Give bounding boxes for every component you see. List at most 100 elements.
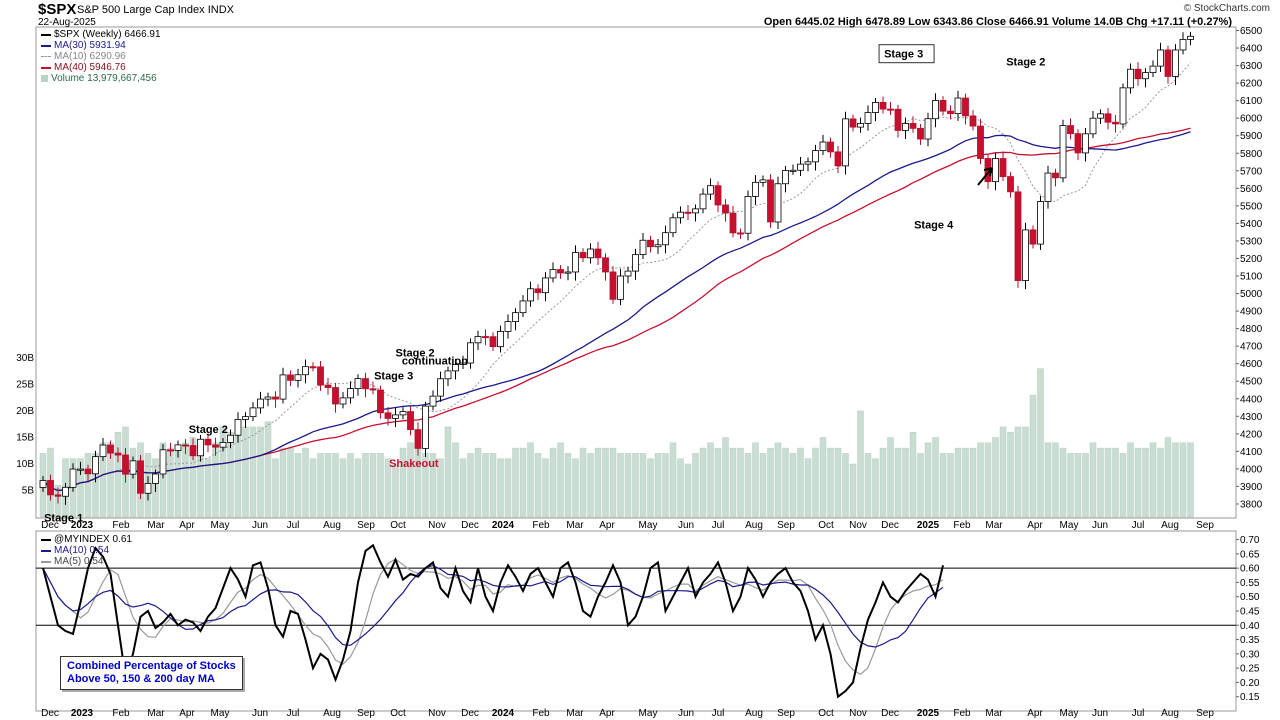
- volume-bar: [444, 426, 452, 518]
- volume-bar: [77, 458, 84, 518]
- volume-bar: [369, 453, 377, 518]
- x-axis-label: Jun: [678, 708, 694, 719]
- volume-bar: [257, 426, 264, 518]
- price-tick-label: 4800: [1240, 324, 1263, 335]
- candle-down: [384, 412, 392, 419]
- x-axis-label: Sep: [777, 520, 795, 531]
- volume-bar: [954, 447, 962, 518]
- volume-bar: [879, 447, 887, 518]
- x-axis-label: Sep: [777, 708, 795, 719]
- volume-bar: [654, 453, 662, 518]
- volume-bar: [639, 453, 647, 518]
- candle-down: [909, 123, 917, 129]
- volume-bar: [347, 453, 354, 518]
- candle-down: [684, 211, 692, 214]
- candle-down: [722, 204, 729, 214]
- candle-up: [197, 438, 204, 457]
- candle-up: [759, 179, 767, 183]
- volume-bar: [1052, 442, 1059, 518]
- volume-bar: [354, 458, 362, 518]
- candle-down: [324, 384, 332, 388]
- candle-down: [947, 110, 954, 115]
- volume-bar: [189, 437, 197, 518]
- volume-bar: [699, 447, 707, 518]
- candle-up: [429, 395, 437, 407]
- candle-up: [1172, 49, 1179, 77]
- candle-up: [699, 193, 707, 210]
- volume-bar: [624, 453, 632, 518]
- candle-down: [84, 468, 92, 475]
- candle-up: [294, 374, 302, 381]
- candle-up: [1179, 39, 1187, 51]
- volume-bar: [984, 442, 992, 518]
- volume-bar: [579, 447, 587, 518]
- volume-bar: [542, 458, 549, 518]
- candle-up: [62, 486, 69, 497]
- candle-down: [482, 336, 489, 339]
- volume-bar: [549, 447, 557, 518]
- indicator-tick-label: 0.70: [1240, 535, 1260, 546]
- volume-bar: [452, 442, 459, 518]
- indicator-ma10-line: [42, 564, 944, 648]
- volume-bar: [632, 453, 639, 518]
- candle-down: [557, 269, 564, 274]
- candle-up: [257, 398, 264, 409]
- x-axis-label: Oct: [390, 520, 406, 531]
- volume-bar: [1187, 442, 1194, 518]
- volume-bar: [84, 453, 92, 518]
- chart-annotation: Stage 1: [44, 513, 83, 525]
- candle-up: [707, 185, 714, 195]
- chart-annotation: Stage 3: [884, 49, 923, 61]
- candle-up: [797, 163, 804, 171]
- price-tick-label: 4300: [1240, 412, 1263, 423]
- x-axis-label: Jul: [1132, 520, 1145, 531]
- volume-bar: [159, 442, 167, 518]
- candle-down: [767, 179, 774, 223]
- x-axis-label: May: [639, 708, 658, 719]
- candle-down: [189, 445, 197, 457]
- candle-up: [347, 388, 354, 399]
- x-axis-label: Mar: [985, 708, 1003, 719]
- price-tick-label: 4900: [1240, 307, 1263, 318]
- x-axis-label: Dec: [881, 708, 899, 719]
- candle-up: [159, 449, 167, 475]
- candle-up: [549, 269, 557, 279]
- indicator-tick-label: 0.55: [1240, 578, 1260, 589]
- price-tick-label: 6400: [1240, 44, 1263, 55]
- volume-bar: [602, 447, 609, 518]
- candle-up: [812, 150, 819, 163]
- candle-down: [609, 271, 617, 300]
- volume-bar: [437, 458, 444, 518]
- candle-up: [1097, 113, 1104, 119]
- volume-tick-label: 30B: [16, 353, 34, 364]
- chart-date: 22-Aug-2025: [38, 17, 96, 28]
- volume-tick-label: 5B: [22, 486, 35, 497]
- x-axis-label: Jun: [1092, 708, 1108, 719]
- volume-bar: [399, 447, 407, 518]
- volume-bar: [174, 447, 182, 518]
- candle-up: [992, 158, 999, 183]
- candle-down: [1014, 191, 1022, 281]
- candle-up: [954, 97, 962, 115]
- candle-down: [107, 444, 114, 454]
- candle-up: [422, 405, 429, 449]
- indicator-tick-label: 0.40: [1240, 621, 1260, 632]
- candle-up: [474, 336, 482, 344]
- volume-bar: [662, 453, 669, 518]
- stage4-arrow: [977, 167, 993, 186]
- candle-up: [857, 123, 864, 128]
- x-axis-label: Jul: [287, 520, 300, 531]
- volume-bar: [999, 426, 1007, 518]
- candle-up: [444, 370, 452, 380]
- x-axis-label: Jul: [712, 708, 725, 719]
- price-tick-label: 6500: [1240, 26, 1263, 37]
- volume-bar: [782, 447, 789, 518]
- volume-bar: [1007, 431, 1014, 518]
- volume-bar: [1112, 447, 1119, 518]
- candle-down: [834, 151, 842, 167]
- x-axis-label: Dec: [41, 520, 59, 531]
- exchange-code: INDX: [207, 4, 234, 16]
- candle-up: [617, 275, 624, 300]
- candle-up: [752, 181, 759, 197]
